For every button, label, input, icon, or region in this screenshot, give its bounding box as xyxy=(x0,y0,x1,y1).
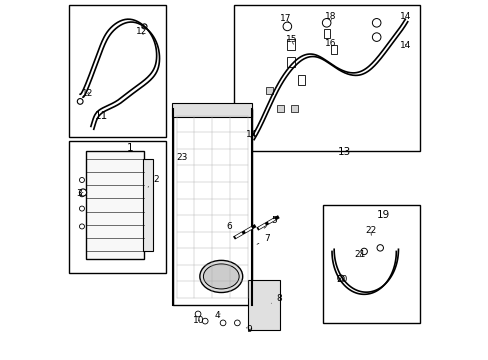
Text: 3: 3 xyxy=(77,189,83,198)
Circle shape xyxy=(372,33,380,41)
Text: 15: 15 xyxy=(285,36,297,45)
Text: 12: 12 xyxy=(135,27,146,36)
Text: 22: 22 xyxy=(365,226,376,235)
Circle shape xyxy=(283,22,291,31)
Text: 1: 1 xyxy=(126,143,133,153)
FancyBboxPatch shape xyxy=(69,5,165,137)
Text: 9: 9 xyxy=(246,325,251,334)
Bar xyxy=(287,57,294,67)
Circle shape xyxy=(80,224,84,229)
FancyBboxPatch shape xyxy=(69,141,165,273)
FancyBboxPatch shape xyxy=(85,152,144,258)
Text: 10: 10 xyxy=(192,316,204,325)
Circle shape xyxy=(77,99,83,104)
Text: 13: 13 xyxy=(337,147,350,157)
Bar xyxy=(287,39,294,50)
FancyBboxPatch shape xyxy=(323,205,419,323)
FancyBboxPatch shape xyxy=(173,109,251,305)
Text: 11: 11 xyxy=(95,111,108,121)
Text: 18: 18 xyxy=(324,12,336,21)
Bar xyxy=(290,105,298,112)
Circle shape xyxy=(337,275,344,282)
Bar xyxy=(276,105,283,112)
Circle shape xyxy=(80,206,84,211)
Circle shape xyxy=(234,320,240,326)
Circle shape xyxy=(322,18,330,27)
Text: 5: 5 xyxy=(264,216,277,228)
Text: 2: 2 xyxy=(148,175,159,187)
FancyBboxPatch shape xyxy=(247,280,280,330)
Text: 6: 6 xyxy=(226,222,234,238)
Circle shape xyxy=(372,18,380,27)
Circle shape xyxy=(80,192,84,197)
Circle shape xyxy=(376,245,383,251)
Ellipse shape xyxy=(203,264,239,289)
Circle shape xyxy=(80,177,84,183)
Circle shape xyxy=(202,318,207,324)
Text: 17: 17 xyxy=(280,14,291,23)
Circle shape xyxy=(220,320,225,326)
Text: 14: 14 xyxy=(246,130,257,139)
Text: 21: 21 xyxy=(354,250,365,259)
Text: 16: 16 xyxy=(324,39,336,48)
Bar xyxy=(298,75,305,85)
Text: 4: 4 xyxy=(214,311,220,320)
Circle shape xyxy=(142,24,147,29)
Circle shape xyxy=(195,311,201,317)
Text: 12: 12 xyxy=(82,89,93,98)
Text: 7: 7 xyxy=(257,234,269,244)
Bar xyxy=(265,87,272,94)
FancyBboxPatch shape xyxy=(142,158,153,251)
FancyBboxPatch shape xyxy=(233,5,419,152)
Text: 8: 8 xyxy=(271,294,282,303)
Text: 19: 19 xyxy=(376,210,389,220)
Bar xyxy=(323,29,329,38)
Bar xyxy=(330,45,336,54)
Ellipse shape xyxy=(200,260,242,293)
Text: 23: 23 xyxy=(176,153,187,162)
Text: 14: 14 xyxy=(399,41,410,50)
Text: 20: 20 xyxy=(336,275,347,284)
Text: 14: 14 xyxy=(399,12,410,21)
Circle shape xyxy=(80,189,86,196)
Circle shape xyxy=(360,248,366,255)
FancyBboxPatch shape xyxy=(172,103,252,117)
